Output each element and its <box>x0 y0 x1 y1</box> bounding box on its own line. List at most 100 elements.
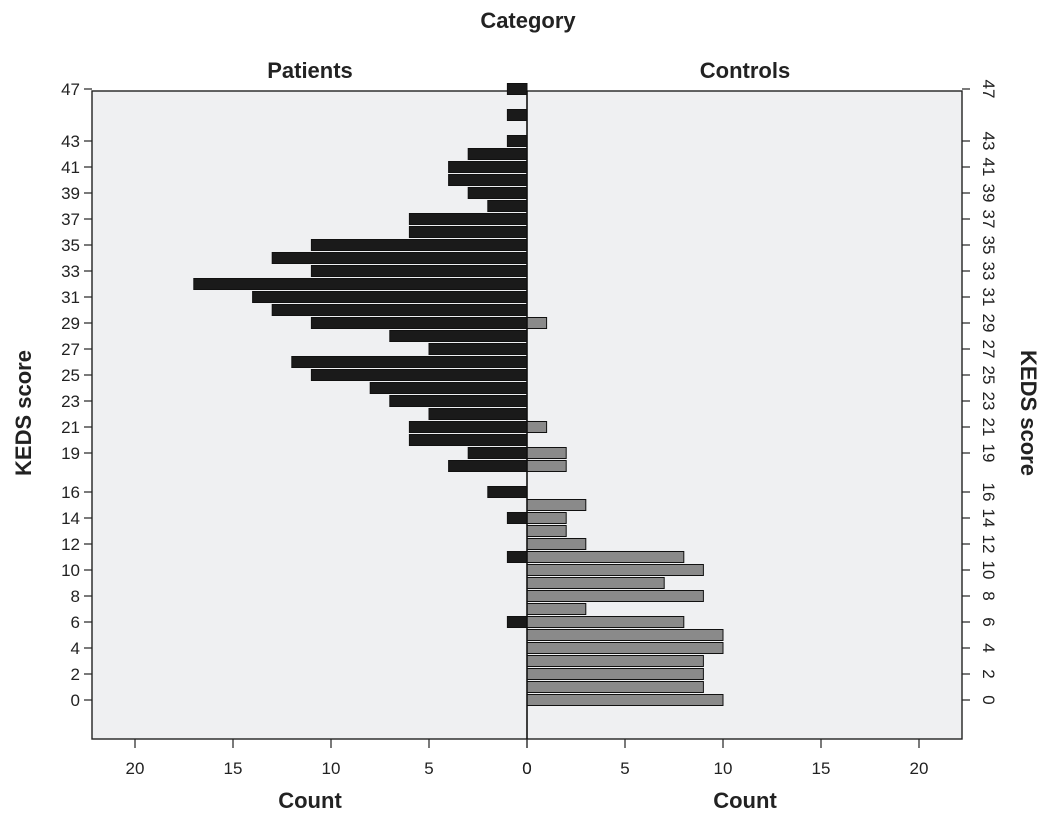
bar-controls-10 <box>526 564 704 576</box>
bar-controls-12 <box>526 538 587 550</box>
bar-patients-30 <box>271 304 528 316</box>
y-tick-label-left: 21 <box>61 418 80 437</box>
bar-patients-43 <box>506 135 528 147</box>
x-ticks: 20 15 10 5 00 5 10 15 20 <box>126 739 928 778</box>
y-tick-label-right: 25 <box>979 366 998 385</box>
bar-patients-28 <box>389 330 528 342</box>
x-tick-label-controls: 10 <box>714 759 733 778</box>
y-axis-title-left: KEDS score <box>11 350 36 476</box>
bar-controls-21 <box>526 421 548 433</box>
y-tick-label-left: 16 <box>61 483 80 502</box>
y-tick-label-right: 19 <box>979 444 998 463</box>
bar-controls-18 <box>526 460 567 472</box>
y-tick-label-left: 37 <box>61 210 80 229</box>
y-tick-label-right: 35 <box>979 236 998 255</box>
bar-patients-32 <box>193 278 528 290</box>
y-tick-label-left: 6 <box>71 613 80 632</box>
y-tick-label-left: 10 <box>61 561 80 580</box>
y-tick-label-right: 29 <box>979 314 998 333</box>
bar-patients-25 <box>310 369 528 381</box>
bar-controls-19 <box>526 447 567 459</box>
bar-patients-16 <box>487 486 528 498</box>
bar-patients-47 <box>506 83 528 95</box>
y-tick-label-right: 14 <box>979 509 998 528</box>
y-tick-label-left: 0 <box>71 691 80 710</box>
y-tick-label-right: 4 <box>979 643 998 652</box>
x-axis-title-patients: Count <box>278 788 342 813</box>
y-tick-label-left: 8 <box>71 587 80 606</box>
bar-patients-22 <box>428 408 528 420</box>
bar-patients-27 <box>428 343 528 355</box>
y-tick-label-right: 10 <box>979 561 998 580</box>
y-tick-label-left: 23 <box>61 392 80 411</box>
x-tick-label-patients: 20 <box>126 759 145 778</box>
x-tick-label-patients: 10 <box>322 759 341 778</box>
bar-controls-11 <box>526 551 685 563</box>
y-tick-label-left: 29 <box>61 314 80 333</box>
bar-patients-11 <box>506 551 528 563</box>
bar-controls-3 <box>526 655 704 667</box>
bar-controls-7 <box>526 603 587 615</box>
bar-patients-14 <box>506 512 528 524</box>
bar-patients-24 <box>369 382 528 394</box>
y-tick-label-right: 12 <box>979 535 998 554</box>
y-tick-label-right: 41 <box>979 158 998 177</box>
bar-patients-21 <box>408 421 528 433</box>
bar-patients-31 <box>252 291 528 303</box>
bar-patients-18 <box>448 460 528 472</box>
bar-patients-40 <box>448 174 528 186</box>
y-ticks-right: 0 2 4 6 8 10 12 14 16 19 21 23 25 27 29 31 33 35 37 39 41 43 4… <box>962 80 998 705</box>
x-tick-label-patients: 15 <box>224 759 243 778</box>
y-tick-label-right: 21 <box>979 418 998 437</box>
x-tick-label-patients: 0 <box>522 759 531 778</box>
y-tick-label-left: 12 <box>61 535 80 554</box>
bar-patients-26 <box>291 356 528 368</box>
bar-controls-15 <box>526 499 587 511</box>
y-tick-label-left: 31 <box>61 288 80 307</box>
y-tick-label-right: 37 <box>979 210 998 229</box>
x-tick-label-patients: 5 <box>424 759 433 778</box>
x-tick-label-controls: 0 <box>522 759 531 778</box>
y-tick-label-left: 25 <box>61 366 80 385</box>
bar-patients-33 <box>310 265 528 277</box>
y-tick-label-left: 39 <box>61 184 80 203</box>
y-tick-label-left: 47 <box>61 80 80 99</box>
y-tick-label-right: 33 <box>979 262 998 281</box>
bar-patients-6 <box>506 616 528 628</box>
bar-patients-29 <box>310 317 528 329</box>
y-tick-label-right: 6 <box>979 617 998 626</box>
y-ticks-left: 0 2 4 6 8 10 12 14 16 19 21 23 25 27 29 31 33 35 37 39 41 43 4… <box>61 80 92 710</box>
y-tick-label-right: 0 <box>979 695 998 704</box>
y-tick-label-right: 47 <box>979 80 998 99</box>
y-axis-title-right: KEDS score <box>1016 350 1040 476</box>
bar-patients-20 <box>408 434 528 446</box>
y-tick-label-right: 43 <box>979 132 998 151</box>
bar-patients-19 <box>467 447 528 459</box>
bars-group <box>193 83 724 706</box>
bar-controls-0 <box>526 694 724 706</box>
y-tick-label-right: 16 <box>979 483 998 502</box>
y-tick-label-left: 27 <box>61 340 80 359</box>
x-tick-label-controls: 5 <box>620 759 629 778</box>
y-tick-label-right: 31 <box>979 288 998 307</box>
bar-patients-37 <box>408 213 528 225</box>
x-axis-title-controls: Count <box>713 788 777 813</box>
chart-title: Category <box>480 8 576 33</box>
panel-title-patients: Patients <box>267 58 353 83</box>
y-tick-label-left: 2 <box>71 665 80 684</box>
bar-patients-35 <box>310 239 528 251</box>
bar-controls-13 <box>526 525 567 537</box>
bar-patients-36 <box>408 226 528 238</box>
bar-controls-4 <box>526 642 724 654</box>
bar-controls-9 <box>526 577 665 589</box>
y-tick-label-left: 19 <box>61 444 80 463</box>
y-tick-label-right: 2 <box>979 669 998 678</box>
y-tick-label-right: 27 <box>979 340 998 359</box>
y-tick-label-left: 33 <box>61 262 80 281</box>
bar-patients-38 <box>487 200 528 212</box>
bar-controls-29 <box>526 317 548 329</box>
x-tick-label-controls: 15 <box>812 759 831 778</box>
bar-patients-39 <box>467 187 528 199</box>
bar-controls-2 <box>526 668 704 680</box>
bar-patients-41 <box>448 161 528 173</box>
